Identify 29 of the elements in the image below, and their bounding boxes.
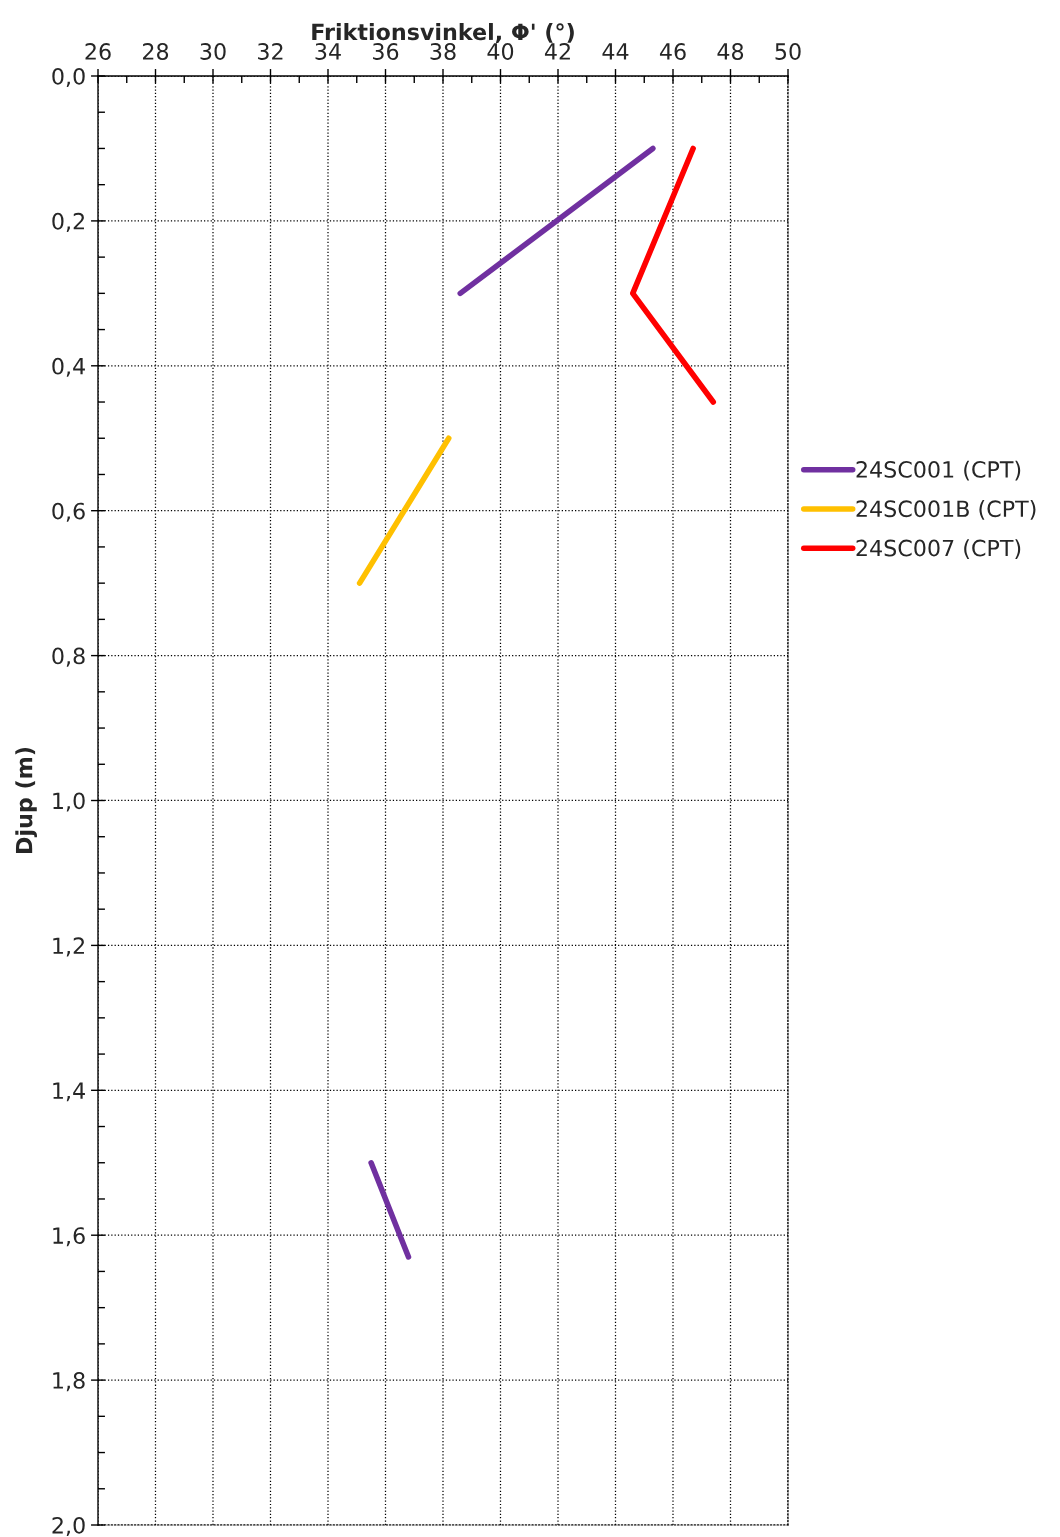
y-tick-label: 0,6 (52, 502, 85, 522)
x-tick-label: 46 (659, 43, 686, 60)
y-tick-label: 1,6 (53, 1227, 85, 1247)
x-tick-label: 44 (602, 43, 629, 60)
legend-label: 24SC007 (CPT) (856, 539, 1021, 560)
x-tick-label: 30 (200, 43, 226, 60)
x-axis-title: Friktionsvinkel, Φ' (°) (312, 23, 574, 44)
y-tick-label: 0,2 (52, 212, 84, 232)
y-tick-label: 1,0 (53, 792, 85, 812)
x-tick-label: 28 (142, 43, 169, 60)
y-tick-label: 1,2 (53, 937, 84, 957)
x-tick-label: 48 (717, 43, 744, 60)
y-tick-label: 2,0 (52, 1516, 85, 1537)
y-tick-label: 1,4 (53, 1082, 85, 1102)
x-tick-label: 32 (258, 43, 283, 60)
y-axis-title: Djup (m) (15, 747, 37, 853)
x-tick-label: 50 (775, 43, 801, 60)
y-tick-label: 1,8 (53, 1372, 85, 1392)
x-tick-label: 38 (430, 43, 456, 60)
y-tick-label: 0,8 (52, 647, 85, 667)
y-tick-label: 0,4 (52, 357, 85, 377)
x-tick-label: 36 (373, 43, 399, 60)
x-tick-label: 34 (315, 43, 341, 60)
legend-label: 24SC001B (CPT) (856, 499, 1036, 520)
y-tick-label: 0,0 (52, 67, 85, 88)
legend-label: 24SC001 (CPT) (856, 460, 1021, 481)
x-tick-label: 42 (544, 43, 570, 60)
x-tick-label: 26 (85, 43, 111, 60)
x-tick-label: 40 (487, 43, 514, 60)
